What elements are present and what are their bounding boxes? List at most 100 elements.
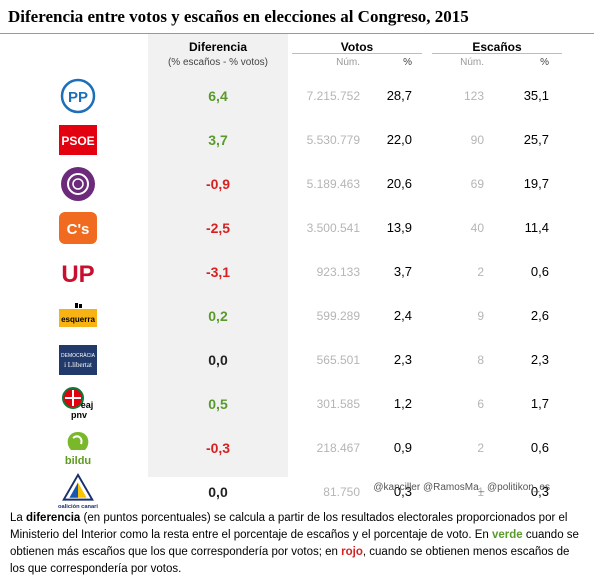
votes-number: 81.750 <box>323 485 360 499</box>
header-escanos-pct: % <box>540 57 549 68</box>
escanos-header-rule <box>432 53 562 54</box>
svg-text:esquerra: esquerra <box>61 315 95 324</box>
seats-percent: 0,6 <box>530 264 549 279</box>
note-text: , cuando se obtienen menos escaños de lo… <box>10 546 570 575</box>
party-logo-icon: eaj pnv <box>58 387 98 421</box>
votes-percent: 2,3 <box>393 352 412 367</box>
header-votos-num: Núm. <box>336 57 360 68</box>
party-logo-icon: esquerra <box>58 299 98 333</box>
table-row: bildu -0,3 218.467 0,9 2 0,6 <box>0 426 594 470</box>
votes-number: 923.133 <box>316 265 360 279</box>
seats-percent: 0,6 <box>530 440 549 455</box>
table-row: DEMOCRÀCIA i Llibertat 0,0 565.501 2,3 8 2,3 <box>0 338 594 382</box>
party-logo-icon <box>58 167 98 201</box>
svg-text:C's: C's <box>67 221 90 238</box>
note-text: cuando se obtienen más escaños que los q… <box>10 529 579 558</box>
party-logo-icon: coalición canaria <box>58 472 98 510</box>
note-red-word: rojo <box>341 546 363 558</box>
table-row: eaj pnv 0,5 301.585 1,2 6 1,7 <box>0 382 594 426</box>
votes-number: 599.289 <box>316 309 360 323</box>
seats-percent: 25,7 <box>523 132 549 147</box>
svg-text:PP: PP <box>68 89 88 106</box>
party-logo-icon: bildu <box>58 431 98 467</box>
diff-value: -3,1 <box>205 264 231 280</box>
footnote: La diferencia (en puntos porcentuales) s… <box>10 510 582 578</box>
votes-number: 218.467 <box>316 441 360 455</box>
party-logo-icon: PSOE <box>58 123 98 157</box>
party-logo-icon: C's <box>58 211 98 245</box>
votes-number: 5.530.779 <box>306 133 360 147</box>
seats-percent: 35,1 <box>523 88 549 103</box>
page-title: Diferencia entre votos y escaños en elec… <box>8 7 469 26</box>
header-diferencia-sub: (% escaños - % votos) <box>167 57 269 68</box>
votes-percent: 3,7 <box>393 264 412 279</box>
votes-percent: 0,9 <box>393 440 412 455</box>
votes-percent: 22,0 <box>386 132 412 147</box>
party-logo-icon: UP <box>58 255 98 289</box>
diff-value: 3,7 <box>208 132 228 148</box>
svg-text:eaj: eaj <box>81 400 94 410</box>
svg-text:coalición canaria: coalición canaria <box>58 504 98 510</box>
seats-percent: 2,6 <box>530 308 549 323</box>
diff-value: 6,4 <box>208 88 228 104</box>
seats-number: 9 <box>477 309 484 323</box>
seats-number: 6 <box>477 397 484 411</box>
votes-percent: 13,9 <box>386 220 412 235</box>
table-row: UP -3,1 923.133 3,7 2 0,6 <box>0 250 594 294</box>
diff-value: 0,2 <box>208 308 228 324</box>
note-text: La <box>10 512 26 524</box>
seats-percent: 2,3 <box>530 352 549 367</box>
header-escanos-num: Núm. <box>460 57 484 68</box>
header-escanos: Escaños <box>472 40 522 54</box>
svg-text:UP: UP <box>61 261 94 288</box>
header-votos: Votos <box>340 40 374 54</box>
votes-number: 3.500.541 <box>306 221 360 235</box>
svg-text:i Llibertat: i Llibertat <box>64 361 92 369</box>
seats-number: 2 <box>477 441 484 455</box>
svg-text:pnv: pnv <box>71 410 87 420</box>
seats-number: 2 <box>477 265 484 279</box>
svg-text:PSOE: PSOE <box>61 134 94 148</box>
votos-header-rule <box>292 53 422 54</box>
seats-number: 69 <box>470 177 484 191</box>
diff-value: -0,3 <box>205 440 231 456</box>
diff-value: -2,5 <box>205 220 231 236</box>
svg-text:DEMOCRÀCIA: DEMOCRÀCIA <box>61 352 96 359</box>
seats-number: 8 <box>477 353 484 367</box>
table-row: -0,9 5.189.463 20,6 69 19,7 <box>0 162 594 206</box>
diff-value: 0,0 <box>208 484 228 500</box>
seats-number: 1 <box>477 485 484 499</box>
seats-number: 123 <box>463 89 484 103</box>
seats-percent: 19,7 <box>523 176 549 191</box>
seats-percent: 11,4 <box>524 220 549 235</box>
credit-line: @kanciller @RamosMa_ @politikon_es <box>373 482 550 493</box>
votes-percent: 1,2 <box>393 396 412 411</box>
title-rule <box>0 33 594 34</box>
votes-percent: 20,6 <box>386 176 412 191</box>
table-row: PSOE 3,7 5.530.779 22,0 90 25,7 <box>0 118 594 162</box>
diff-value: -0,9 <box>205 176 231 192</box>
note-bold-diferencia: diferencia <box>26 512 81 524</box>
header-votos-pct: % <box>403 57 412 68</box>
votes-number: 565.501 <box>316 353 360 367</box>
party-logo-icon: DEMOCRÀCIA i Llibertat <box>58 343 98 377</box>
table-row: C's -2,5 3.500.541 13,9 40 11,4 <box>0 206 594 250</box>
table-row: coalición canaria 0,0 81.750 0,3 1 0,3 <box>0 470 594 514</box>
diff-value: 0,0 <box>208 352 228 368</box>
note-text: (en puntos porcentuales) se calcula a pa… <box>10 512 568 541</box>
votes-number: 5.189.463 <box>306 177 360 191</box>
votes-number: 7.215.752 <box>306 89 360 103</box>
votes-percent: 0,3 <box>393 484 412 499</box>
seats-percent: 0,3 <box>530 484 549 499</box>
party-logo-icon: PP <box>58 78 98 114</box>
votes-percent: 2,4 <box>393 308 412 323</box>
table-row: esquerra 0,2 599.289 2,4 9 2,6 <box>0 294 594 338</box>
seats-percent: 1,7 <box>530 396 549 411</box>
seats-number: 90 <box>470 133 484 147</box>
svg-text:bildu: bildu <box>65 455 91 467</box>
table-row: PP 6,4 7.215.752 28,7 123 35,1 <box>0 74 594 118</box>
diff-value: 0,5 <box>208 396 228 412</box>
votes-number: 301.585 <box>316 397 360 411</box>
note-green-word: verde <box>491 529 523 541</box>
seats-number: 40 <box>470 221 484 235</box>
